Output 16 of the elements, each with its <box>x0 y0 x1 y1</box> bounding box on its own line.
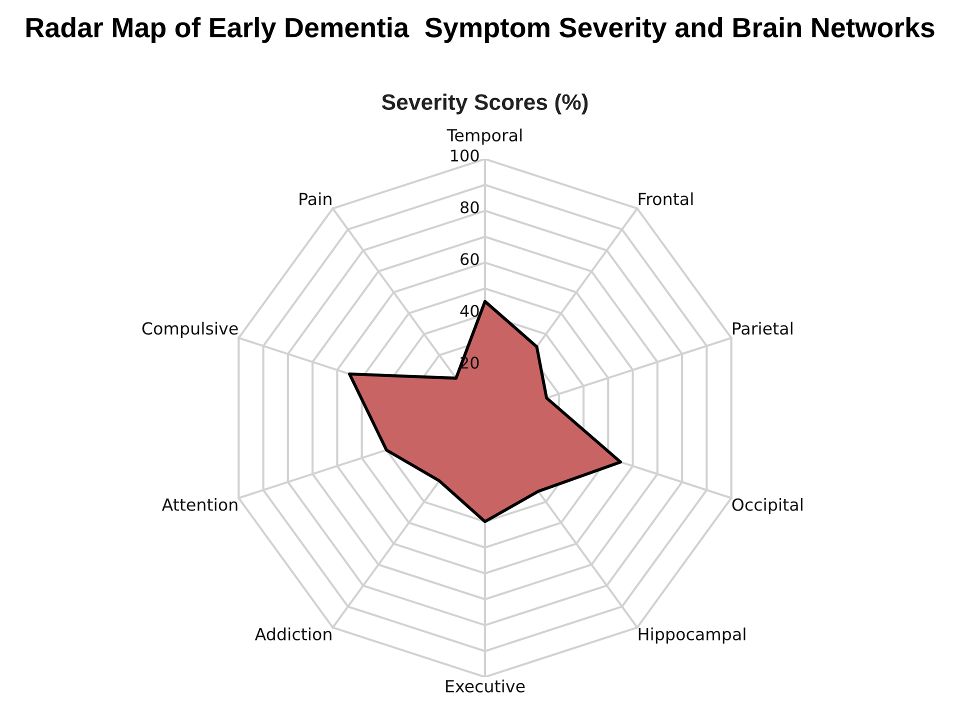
chart-subtitle: Severity Scores (%) <box>382 94 588 114</box>
spoke-label: Parietal <box>732 322 792 335</box>
spoke-label: Frontal <box>638 192 693 206</box>
y-tick-label: 80 <box>460 201 479 214</box>
spoke-label: Executive <box>446 680 525 692</box>
spoke-label: Occipital <box>732 498 802 514</box>
spoke-label: Compulsive <box>142 322 238 338</box>
chart-title: Radar Map of Early Dementia Symptom Severity and Brain Networks <box>26 17 934 43</box>
y-tick-label: 60 <box>460 253 479 266</box>
spoke-label: Pain <box>300 192 332 206</box>
spoke-label: Temporal <box>446 128 522 145</box>
spoke-label: Attention <box>162 498 238 511</box>
spoke-label: Addiction <box>254 628 332 640</box>
spoke-label: Hippocampal <box>638 628 746 644</box>
y-tick-label: 100 <box>451 149 479 162</box>
y-tick-label: 40 <box>460 304 479 317</box>
